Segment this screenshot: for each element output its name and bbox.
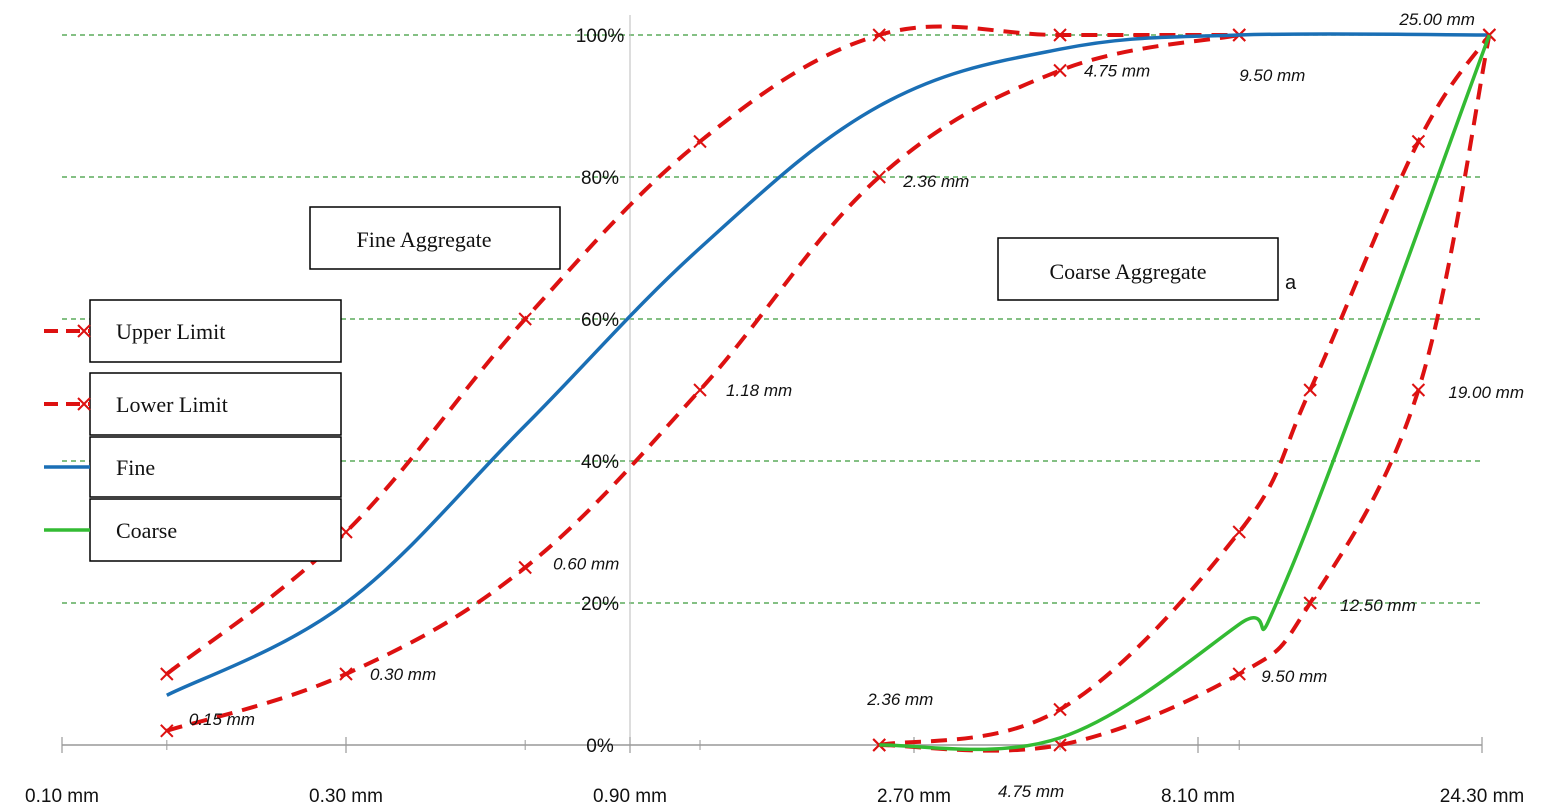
legend-item: Fine [44,436,342,498]
fine-aggregate-label: Fine Aggregate [356,227,491,252]
point-label: 9.50 mm [1239,66,1305,85]
data-point-lower-limit-coarse [1303,596,1317,610]
point-label: 4.75 mm [1084,62,1150,81]
legend-label: Fine [116,455,155,480]
legend-label: Coarse [116,518,177,543]
legend: Upper Limit Lower Limit Fine Coarse [44,299,342,562]
point-label: 2.36 mm [902,172,969,191]
x-tick-label: 2.70 mm [877,786,951,807]
data-point-lower-limit-coarse [1232,667,1246,681]
y-tick-label: 100% [576,26,625,47]
stray-text: a [1285,272,1297,294]
data-point-upper-limit [693,134,707,149]
x-tick-label: 0.10 mm [25,786,99,807]
series-layer [160,24,1497,753]
x-tick-label: 8.10 mm [1161,786,1235,807]
point-label: 4.75 mm [998,782,1064,801]
x-tick-label: 0.30 mm [309,786,383,807]
series-line-upper-limit-coarse [878,33,1492,747]
y-tick-label: 20% [581,594,619,615]
point-label: 25.00 mm [1398,10,1475,29]
y-axis-ticks: 0% 20% 40% 60% 80% 100% [576,26,625,757]
data-point-lower-limit-coarse [1482,28,1497,42]
data-point-upper-limit-coarse [1232,525,1246,539]
data-point-upper-limit [872,28,886,42]
point-label: 2.36 mm [866,690,933,709]
data-point-lower-limit [872,170,886,184]
y-tick-label: 60% [581,310,619,331]
data-point-lower-limit [339,667,353,681]
legend-item: Lower Limit [44,372,342,436]
data-point-upper-limit [518,312,532,326]
series-line-lower-limit-coarse [879,34,1492,753]
x-tick-label: 24.30 mm [1440,786,1524,807]
point-labels: 0.15 mm 0.30 mm 0.60 mm 1.18 mm 2.36 mm 4.75 … [189,10,1524,801]
y-tick-label: 40% [581,452,619,473]
x-tick-label: 0.90 mm [593,786,667,807]
point-label: 0.15 mm [189,710,255,729]
data-point-lower-limit [518,560,532,575]
point-label: 0.60 mm [553,555,619,574]
data-point-upper-limit [160,667,174,681]
data-point-upper-limit-coarse [1053,702,1067,717]
legend-marker [77,324,91,338]
y-tick-label: 80% [581,168,619,189]
data-point-lower-limit [1053,63,1067,78]
point-label: 0.30 mm [370,665,436,684]
legend-marker [77,397,91,411]
data-point-upper-limit-coarse [1303,383,1317,397]
point-label: 12.50 mm [1340,596,1416,615]
point-label: 19.00 mm [1448,383,1524,402]
x-axis-ticks: 0.10 mm 0.30 mm 0.90 mm 2.70 mm 8.10 mm 24.30… [25,737,1524,807]
data-point-lower-limit [693,383,707,397]
legend-item: Upper Limit [44,299,342,363]
data-point-lower-limit-coarse [1411,383,1426,397]
legend-item: Coarse [44,498,342,562]
series-line-fine [166,32,1490,697]
legend-label: Lower Limit [116,392,228,417]
coarse-aggregate-label: Coarse Aggregate [1050,259,1207,284]
point-label: 9.50 mm [1261,667,1327,686]
fine-aggregate-box: Fine Aggregate [309,206,561,270]
legend-label: Upper Limit [116,319,225,344]
point-label: 1.18 mm [726,381,792,400]
data-point-lower-limit [160,724,174,738]
coarse-aggregate-box: Coarse Aggregate [997,237,1279,301]
data-point-upper-limit [339,525,353,539]
series-line-coarse [879,34,1491,752]
y-tick-label: 0% [586,736,614,757]
data-point-upper-limit [1053,28,1067,42]
data-point-upper-limit-coarse [1411,134,1426,149]
